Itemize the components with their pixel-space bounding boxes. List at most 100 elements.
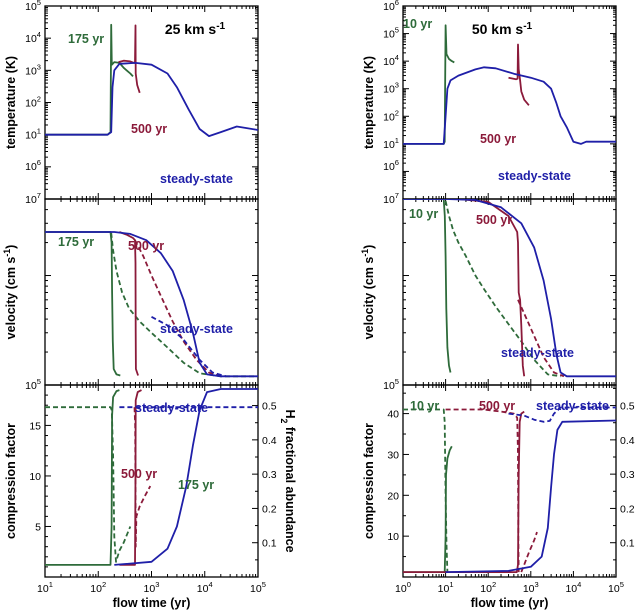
- y2-tick-label: 0.2: [620, 503, 635, 515]
- series-10-yr-solid-line: [403, 199, 452, 373]
- y-tick-label: 10: [29, 471, 41, 483]
- series-annotation: 500 yr: [128, 239, 164, 253]
- series-500-yr-solid-line: [119, 389, 142, 566]
- series-annotation: 500 yr: [131, 122, 167, 136]
- y-tick-label: 102: [25, 95, 41, 110]
- series-175-yr-solid-line: [45, 231, 121, 377]
- right-column: 106 105 104 103 102 101 107 temperature (K) 10 y…: [360, 0, 638, 610]
- y-tick-label: 101: [25, 127, 41, 142]
- series-group: [403, 199, 616, 378]
- series-500-yr-dashed-line: [517, 299, 565, 378]
- y-tick-label: 101: [383, 136, 399, 151]
- series-steady-state-solid-line: [114, 388, 258, 566]
- series-steady-state-solid-line: [403, 199, 616, 378]
- y-tick-label: 105: [25, 377, 41, 392]
- series-500-yr-dashed-line: [133, 407, 152, 548]
- series-steady-state-solid-line: [403, 66, 616, 145]
- y2-tick-label: 0.5: [262, 401, 277, 413]
- y-tick-label: 15: [29, 420, 41, 432]
- right-panel-1: 106 105 104 103 102 101 107 temperature (K) 10 y…: [362, 0, 617, 206]
- series-10-yr-solid-line: [403, 24, 455, 145]
- x-tick-label: 103: [144, 580, 160, 595]
- left-panel-1: 105 104 103 102 101 107 temperature (K) 175 yr 5…: [4, 0, 259, 206]
- y-tick-label: 105: [25, 0, 41, 13]
- series-annotation: 10 yr: [409, 207, 438, 221]
- y2-tick-label: 0.2: [262, 503, 277, 515]
- series-annotation: steady-state: [160, 172, 233, 186]
- x-tick-label: 101: [438, 580, 454, 595]
- series-steady-state-dashed-line: [508, 406, 616, 423]
- y-tick-label: 103: [25, 62, 41, 77]
- y2-tick-label: 0.4: [262, 435, 277, 447]
- y2-tick-label: 0.1: [262, 538, 277, 550]
- y-axis-label: compression factor: [4, 423, 18, 539]
- series-group: [45, 231, 258, 378]
- series-annotation: steady-state: [160, 322, 233, 336]
- y-tick-label: 107: [25, 191, 41, 206]
- y-tick-label: 104: [383, 53, 399, 68]
- series-annotation: 500 yr: [480, 132, 516, 146]
- series-175-yr-solid-line: [45, 389, 120, 566]
- series-500-yr-solid-line: [508, 43, 530, 106]
- y-axis-label: velocity (cm s-1): [360, 245, 376, 340]
- series-annotation: steady-state: [501, 346, 574, 360]
- series-steady-state-dashed-line: [151, 316, 227, 378]
- y-tick-label: 105: [383, 377, 399, 392]
- series-500-yr-dashed-line: [445, 408, 520, 573]
- x-tick-label: 104: [197, 580, 213, 595]
- plot-frame: [44, 198, 259, 386]
- series-group: [45, 388, 258, 566]
- series-annotation: 175 yr: [178, 478, 214, 492]
- series-annotation: 10 yr: [410, 399, 439, 413]
- series-steady-state-solid-line: [45, 231, 258, 378]
- y2-tick-label: 0.5: [620, 401, 635, 413]
- y2-tick-label: 0.4: [620, 435, 635, 447]
- series-group: [403, 406, 616, 573]
- y-tick-label: 107: [383, 191, 399, 206]
- y-tick-label: 105: [383, 26, 399, 41]
- series-175-yr-dashed-line: [110, 232, 258, 378]
- series-175-yr-dashed-line: [45, 406, 132, 563]
- y-tick-label: 30: [387, 449, 399, 461]
- shock-speed-label: 25 km s-1: [165, 21, 226, 37]
- y-tick-label: 40: [387, 409, 399, 421]
- y-tick-label: 20: [387, 490, 399, 502]
- series-steady-state-solid-line: [45, 62, 258, 137]
- x-tick-label: 102: [480, 580, 496, 595]
- series-annotation: steady-state: [135, 401, 208, 415]
- series-annotation: steady-state: [498, 169, 571, 183]
- series-500-yr-dashed-line: [520, 531, 538, 573]
- y2-tick-label: 0.3: [262, 469, 277, 481]
- x-tick-label: 105: [608, 580, 624, 595]
- series-annotation: 500 yr: [121, 467, 157, 481]
- y-axis-label: compression factor: [362, 423, 376, 539]
- series-group: [45, 23, 258, 137]
- series-annotation: 10 yr: [403, 17, 432, 31]
- y2-tick-label: 0.1: [620, 538, 635, 550]
- y-tick-label: 106: [383, 158, 399, 173]
- y-tick-label: 5: [35, 521, 41, 533]
- x-axis-label: flow time (yr): [471, 596, 549, 610]
- y-axis-label: velocity (cm s-1): [2, 245, 18, 340]
- plot-frame: [402, 384, 617, 578]
- y2-axis-label: H2 fractional abundance: [279, 409, 297, 552]
- y-axis-label: temperature (K): [362, 56, 376, 149]
- y-axis-label: temperature (K): [4, 56, 18, 149]
- x-tick-label: 103: [523, 580, 539, 595]
- series-steady-state-solid-line: [445, 419, 616, 573]
- series-annotation: 500 yr: [479, 399, 515, 413]
- series-500-yr-solid-line: [403, 410, 525, 573]
- series-10-yr-dashed-line: [403, 408, 449, 573]
- left-panel-2: 106 105 velocity (cm s-1) 175 yr 500 yr stead…: [2, 158, 259, 392]
- series-annotation: steady-state: [536, 399, 609, 413]
- series-annotation: 175 yr: [68, 32, 104, 46]
- x-tick-label: 101: [37, 580, 53, 595]
- y-tick-label: 104: [25, 30, 41, 45]
- x-tick-label: 105: [250, 580, 266, 595]
- x-tick-label: 102: [90, 580, 106, 595]
- shock-speed-label: 50 km s-1: [472, 21, 533, 37]
- x-tick-label: 104: [565, 580, 581, 595]
